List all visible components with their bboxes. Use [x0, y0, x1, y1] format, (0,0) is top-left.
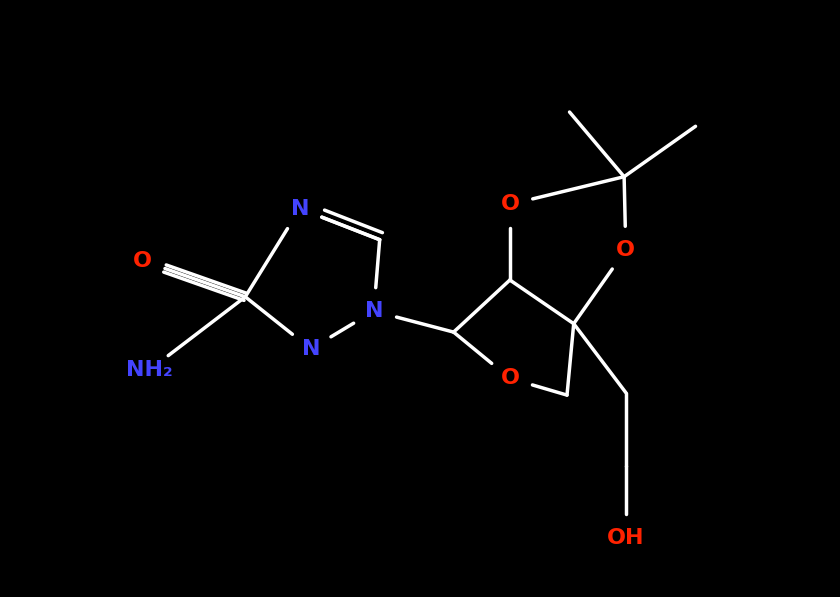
Text: N: N: [365, 301, 383, 321]
Text: OH: OH: [607, 528, 644, 548]
Text: O: O: [617, 240, 635, 260]
Text: N: N: [291, 199, 309, 219]
Text: N: N: [302, 339, 320, 359]
Text: NH₂: NH₂: [126, 360, 173, 380]
Text: O: O: [501, 368, 519, 388]
Text: O: O: [501, 195, 519, 214]
Text: O: O: [134, 251, 152, 270]
